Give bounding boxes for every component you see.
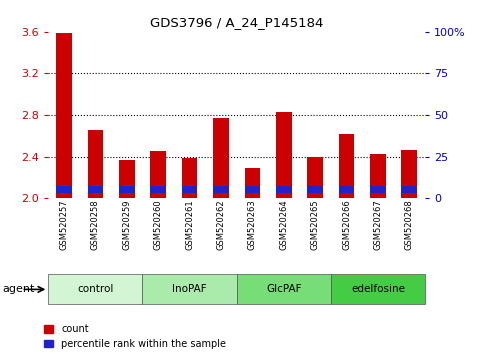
Bar <box>244 186 260 193</box>
Bar <box>339 134 355 198</box>
Bar <box>87 186 103 193</box>
Title: GDS3796 / A_24_P145184: GDS3796 / A_24_P145184 <box>150 16 323 29</box>
Bar <box>150 151 166 198</box>
Bar <box>237 274 331 304</box>
Bar <box>213 186 229 193</box>
Bar <box>331 274 425 304</box>
Bar <box>307 186 323 193</box>
Bar <box>142 274 237 304</box>
Bar <box>370 186 386 193</box>
Bar <box>182 186 198 193</box>
Text: edelfosine: edelfosine <box>351 284 405 295</box>
Bar <box>244 168 260 198</box>
Legend: count, percentile rank within the sample: count, percentile rank within the sample <box>43 324 226 349</box>
Bar <box>370 154 386 198</box>
Bar <box>119 186 135 193</box>
Bar <box>276 112 292 198</box>
Bar <box>56 33 72 198</box>
Bar <box>276 186 292 193</box>
Bar <box>182 158 198 198</box>
Bar <box>401 150 417 198</box>
Text: InoPAF: InoPAF <box>172 284 207 295</box>
Bar <box>307 156 323 198</box>
Bar <box>48 274 142 304</box>
Bar <box>401 186 417 193</box>
Text: control: control <box>77 284 114 295</box>
Bar <box>213 118 229 198</box>
Text: agent: agent <box>2 284 35 295</box>
Bar <box>119 160 135 198</box>
Bar <box>56 186 72 193</box>
Bar <box>339 186 355 193</box>
Bar <box>87 130 103 198</box>
Text: GlcPAF: GlcPAF <box>266 284 301 295</box>
Bar <box>150 186 166 193</box>
